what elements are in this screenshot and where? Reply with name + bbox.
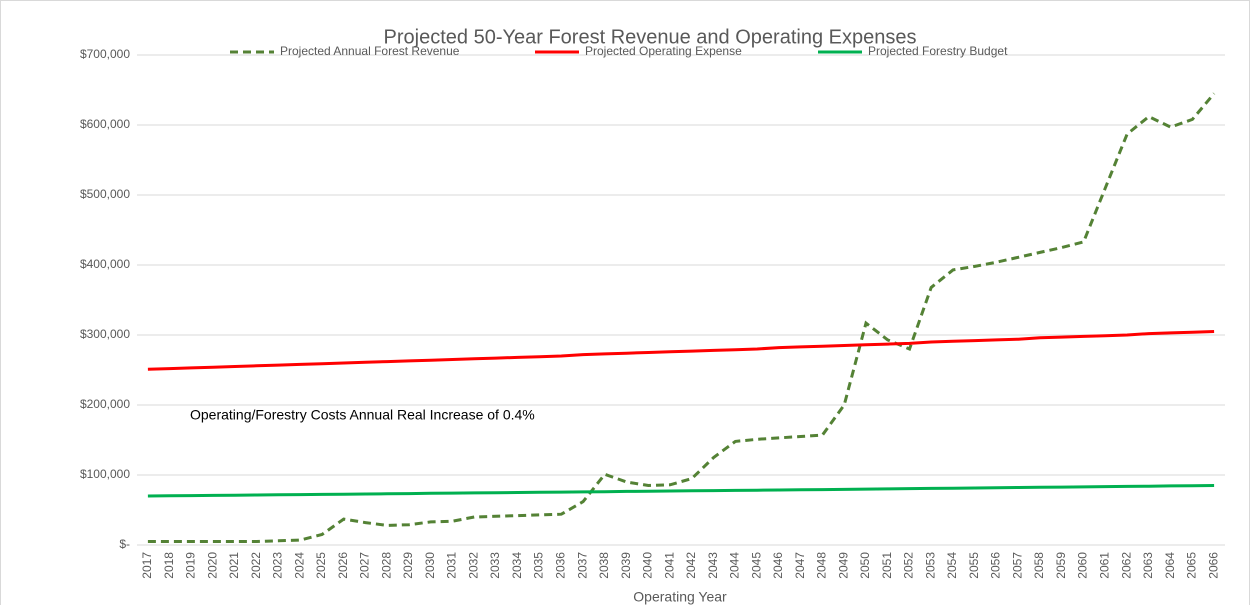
x-tick-label: 2043	[706, 552, 720, 579]
x-tick-label: 2054	[945, 552, 959, 579]
x-tick-label: 2039	[619, 552, 633, 579]
x-tick-label: 2058	[1032, 552, 1046, 579]
x-tick-label: 2062	[1119, 552, 1133, 579]
legend-label: Projected Annual Forest Revenue	[280, 44, 460, 58]
x-tick-label: 2055	[967, 552, 981, 579]
x-tick-label: 2023	[271, 552, 285, 579]
x-tick-label: 2049	[836, 552, 850, 579]
x-tick-label: 2045	[749, 552, 763, 579]
x-tick-label: 2046	[771, 552, 785, 579]
x-tick-label: 2051	[880, 552, 894, 579]
x-tick-label: 2020	[205, 552, 219, 579]
x-tick-label: 2047	[793, 552, 807, 579]
series-line	[147, 484, 1215, 498]
x-tick-label: 2032	[466, 552, 480, 579]
y-tick-label: $200,000	[80, 397, 130, 411]
x-tick-label: 2066	[1206, 552, 1220, 579]
y-tick-label: $100,000	[80, 467, 130, 481]
y-tick-label: $400,000	[80, 257, 130, 271]
y-tick-label: $-	[119, 537, 130, 551]
x-tick-label: 2021	[227, 552, 241, 579]
annotation: Operating/Forestry Costs Annual Real Inc…	[190, 407, 535, 423]
x-tick-label: 2029	[401, 552, 415, 579]
x-tick-label: 2026	[336, 552, 350, 579]
x-tick-label: 2063	[1141, 552, 1155, 579]
x-tick-label: 2060	[1076, 552, 1090, 579]
x-tick-label: 2031	[445, 552, 459, 579]
x-tick-label: 2035	[532, 552, 546, 579]
x-tick-label: 2040	[641, 552, 655, 579]
x-tick-label: 2042	[684, 552, 698, 579]
x-tick-label: 2028	[379, 552, 393, 579]
x-tick-label: 2018	[162, 552, 176, 579]
legend-label: Projected Forestry Budget	[868, 44, 1008, 58]
x-tick-label: 2048	[815, 552, 829, 579]
x-tick-label: 2059	[1054, 552, 1068, 579]
x-tick-label: 2056	[989, 552, 1003, 579]
x-tick-label: 2036	[553, 552, 567, 579]
x-tick-label: 2044	[728, 552, 742, 579]
x-tick-label: 2017	[140, 552, 154, 579]
x-tick-label: 2041	[662, 552, 676, 579]
x-tick-label: 2022	[249, 552, 263, 579]
y-tick-label: $700,000	[80, 47, 130, 61]
x-tick-label: 2037	[575, 552, 589, 579]
x-tick-label: 2061	[1097, 552, 1111, 579]
y-tick-label: $300,000	[80, 327, 130, 341]
x-tick-label: 2034	[510, 552, 524, 579]
x-tick-label: 2064	[1163, 552, 1177, 579]
x-tick-label: 2027	[358, 552, 372, 579]
x-tick-label: 2053	[923, 552, 937, 579]
x-tick-label: 2030	[423, 552, 437, 579]
x-tick-label: 2038	[597, 552, 611, 579]
series-line	[147, 92, 1216, 543]
x-tick-label: 2050	[858, 552, 872, 579]
x-tick-label: 2033	[488, 552, 502, 579]
x-tick-label: 2025	[314, 552, 328, 579]
y-tick-label: $600,000	[80, 117, 130, 131]
x-tick-label: 2019	[184, 552, 198, 579]
legend-label: Projected Operating Expense	[585, 44, 742, 58]
series-line	[147, 330, 1215, 371]
x-axis-title: Operating Year	[633, 589, 727, 605]
y-tick-label: $500,000	[80, 187, 130, 201]
chart-title: Projected 50-Year Forest Revenue and Ope…	[384, 26, 917, 48]
x-tick-label: 2052	[902, 552, 916, 579]
x-tick-label: 2024	[292, 552, 306, 579]
x-tick-label: 2065	[1185, 552, 1199, 579]
x-tick-label: 2057	[1010, 552, 1024, 579]
